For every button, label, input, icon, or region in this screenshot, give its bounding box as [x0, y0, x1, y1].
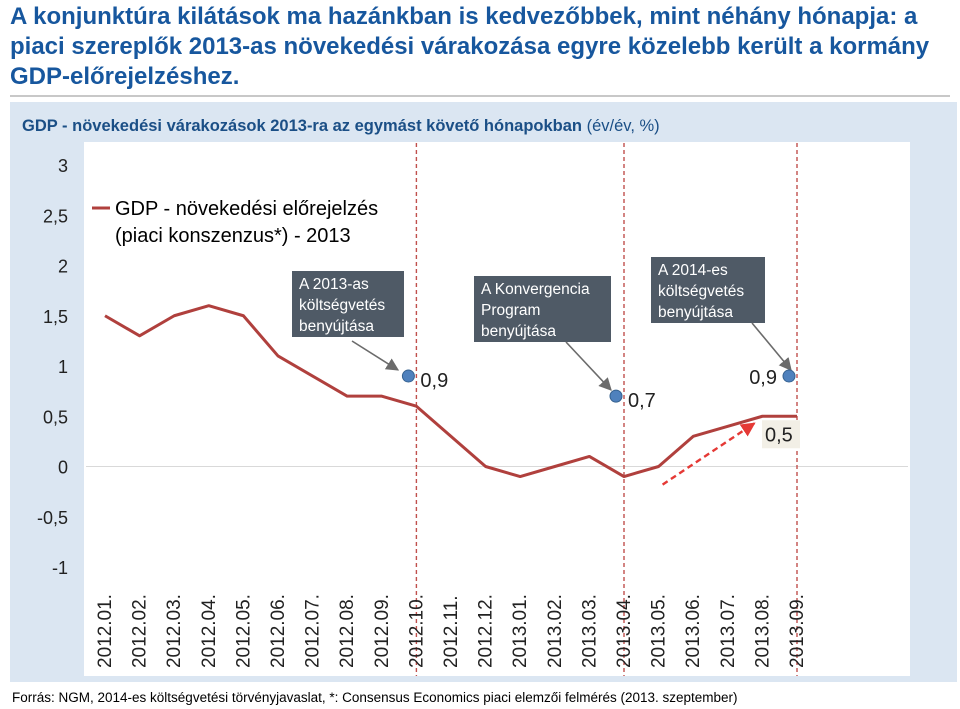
x-tick-label: 2013.04.: [614, 594, 635, 668]
y-tick-label: 1,5: [43, 307, 68, 327]
legend-label: (piaci konszenzus*) - 2013: [115, 225, 351, 247]
forecast-value-label: 0,9: [749, 367, 777, 389]
x-tick-label: 2013.02.: [545, 594, 566, 668]
forecast-value-label: 0,7: [628, 390, 656, 412]
y-tick-label: 0: [58, 458, 68, 478]
x-tick-label: 2013.09.: [787, 594, 808, 668]
y-tick-label: 0,5: [43, 407, 68, 427]
y-tick-label: 2: [58, 257, 68, 277]
x-tick-label: 2012.11.: [441, 595, 462, 668]
annotation-arrow: [565, 341, 612, 391]
plot-area: [84, 142, 910, 676]
annotation-arrow: [751, 322, 792, 371]
annotation-text: benyújtása: [481, 323, 556, 340]
x-tick-label: 2012.04.: [199, 594, 220, 668]
annotation-arrow: [351, 340, 400, 371]
y-tick-label: 3: [58, 156, 68, 176]
x-tick-label: 2013.06.: [683, 594, 704, 668]
annotation-text: költségvetés: [299, 297, 385, 314]
y-tick-label: 2,5: [43, 206, 68, 226]
annotation-text: A Konvergencia: [481, 281, 590, 298]
x-tick-label: 2012.09.: [372, 594, 393, 668]
market-label-highlight: [762, 420, 800, 449]
annotation-text: költségvetés: [658, 283, 744, 300]
x-tick-label: 2013.07.: [718, 594, 739, 668]
y-tick-label: -0,5: [37, 508, 68, 528]
slide-title: A konjunktúra kilátások ma hazánkban is …: [10, 3, 930, 90]
forecast-marker: [609, 389, 623, 403]
annotation-box: [651, 257, 765, 323]
x-tick-label: 2013.05.: [649, 594, 670, 668]
market-end-value-label: 0,5: [765, 424, 793, 446]
x-tick-label: 2012.01.: [95, 594, 116, 668]
annotation-text: benyújtása: [658, 304, 733, 321]
x-tick-label: 2013.01.: [510, 594, 531, 668]
forecast-marker: [782, 369, 796, 383]
x-tick-label: 2012.07.: [303, 594, 324, 668]
forecast-value-label: 0,9: [420, 370, 448, 392]
y-tick-label: 1: [58, 357, 68, 377]
annotation-text: Program: [481, 302, 540, 319]
x-tick-label: 2012.02.: [130, 594, 151, 668]
forecast-marker: [401, 369, 415, 383]
annotation-text: benyújtása: [299, 318, 374, 335]
x-tick-label: 2012.05.: [233, 594, 254, 668]
chart-unit: (év/év, %): [586, 117, 660, 135]
annotation-box: [292, 271, 404, 337]
annotation-text: A 2014-es: [658, 262, 728, 279]
chart-title-text: GDP - növekedési várakozások 2013-ra az …: [22, 117, 583, 135]
title-divider: [10, 95, 950, 97]
x-tick-label: 2012.08.: [337, 594, 358, 668]
x-tick-label: 2012.03.: [164, 594, 185, 668]
x-tick-label: 2013.08.: [752, 594, 773, 668]
x-tick-label: 2012.12.: [476, 594, 497, 668]
series-line-market-consensus: [104, 304, 797, 479]
x-tick-label: 2012.06.: [268, 594, 289, 668]
annotation-box: [474, 276, 611, 342]
chart-title: GDP - növekedési várakozások 2013-ra az …: [22, 117, 660, 136]
x-tick-label: 2013.03.: [579, 594, 600, 668]
source-note: Forrás: NGM, 2014-es költségvetési törvé…: [12, 690, 738, 705]
annotation-text: A 2013-as: [299, 276, 369, 293]
x-tick-label: 2012.10.: [406, 594, 427, 668]
trend-arrow: [661, 422, 756, 486]
y-tick-label: -1: [52, 558, 68, 578]
legend-label: GDP - növekedési előrejelzés: [115, 198, 378, 220]
